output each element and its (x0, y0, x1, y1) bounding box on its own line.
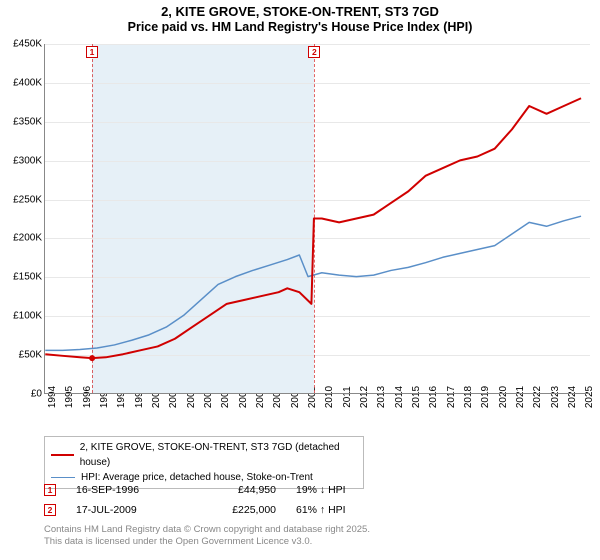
chart-container: 2, KITE GROVE, STOKE-ON-TRENT, ST3 7GD P… (0, 0, 600, 560)
y-tick-label: £0 (2, 389, 42, 400)
legend-swatch-1 (51, 454, 74, 456)
legend-series-1: 2, KITE GROVE, STOKE-ON-TRENT, ST3 7GD (… (51, 440, 357, 470)
y-tick-label: £300K (2, 155, 42, 166)
transaction-row-1: 1 16-SEP-1996 £44,950 19% ↓ HPI (44, 480, 386, 500)
y-tick-label: £350K (2, 116, 42, 127)
transaction-date-2: 17-JUL-2009 (76, 504, 176, 516)
y-tick-label: £200K (2, 233, 42, 244)
chart-marker-2: 2 (308, 46, 320, 58)
y-tick-label: £50K (2, 350, 42, 361)
y-tick-label: £100K (2, 311, 42, 322)
y-tick-label: £250K (2, 194, 42, 205)
title-line2: Price paid vs. HM Land Registry's House … (0, 20, 600, 36)
transaction-marker-1: 1 (44, 484, 56, 496)
transaction-price-2: £225,000 (196, 504, 276, 516)
legend-swatch-2 (51, 477, 75, 478)
footer: Contains HM Land Registry data © Crown c… (44, 524, 370, 549)
footer-line2: This data is licensed under the Open Gov… (44, 536, 370, 548)
transaction-rows: 1 16-SEP-1996 £44,950 19% ↓ HPI 2 17-JUL… (44, 480, 386, 520)
transaction-row-2: 2 17-JUL-2009 £225,000 61% ↑ HPI (44, 500, 386, 520)
footer-line1: Contains HM Land Registry data © Crown c… (44, 524, 370, 536)
transaction-pct-1: 19% ↓ HPI (296, 484, 386, 496)
legend-label-1: 2, KITE GROVE, STOKE-ON-TRENT, ST3 7GD (… (80, 440, 357, 470)
transaction-pct-2: 61% ↑ HPI (296, 504, 386, 516)
chart-marker-1: 1 (86, 46, 98, 58)
plot-area: 12 (44, 44, 590, 394)
transaction-marker-2: 2 (44, 504, 56, 516)
title-line1: 2, KITE GROVE, STOKE-ON-TRENT, ST3 7GD (0, 4, 600, 20)
transaction-date-1: 16-SEP-1996 (76, 484, 176, 496)
series-price_paid (45, 98, 581, 358)
transaction-price-1: £44,950 (196, 484, 276, 496)
title-block: 2, KITE GROVE, STOKE-ON-TRENT, ST3 7GD P… (0, 0, 600, 36)
y-tick-label: £400K (2, 77, 42, 88)
y-tick-label: £150K (2, 272, 42, 283)
line-series-svg (45, 44, 590, 393)
price-point-1 (89, 355, 95, 361)
y-tick-label: £450K (2, 39, 42, 50)
